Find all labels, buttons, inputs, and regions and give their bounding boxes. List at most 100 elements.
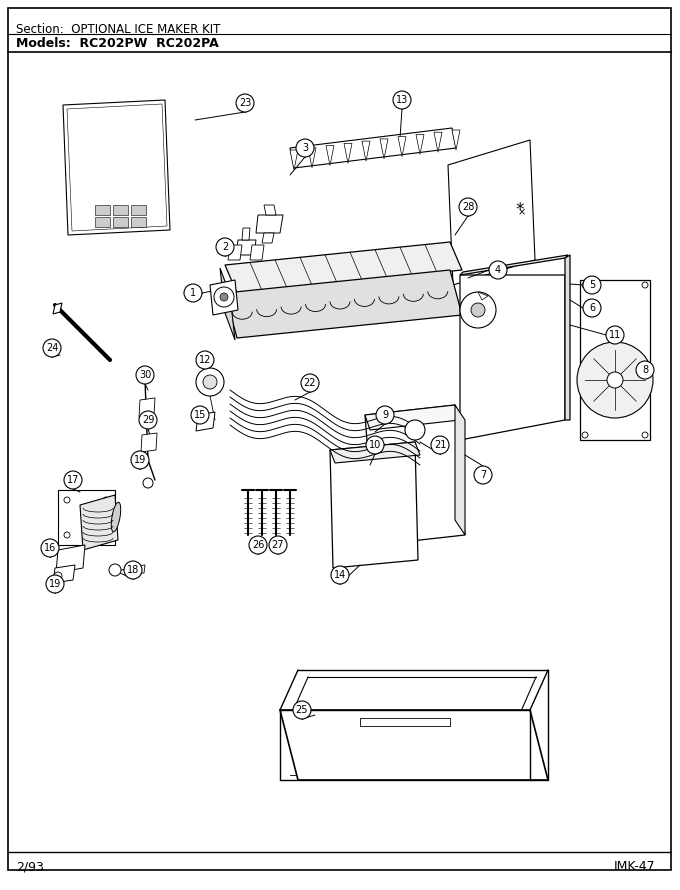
Polygon shape [326, 146, 334, 166]
Text: 1: 1 [190, 288, 196, 298]
Polygon shape [53, 303, 62, 314]
Circle shape [124, 561, 142, 579]
Polygon shape [280, 710, 548, 780]
Text: 11: 11 [609, 330, 621, 340]
Text: 25: 25 [296, 705, 308, 715]
Polygon shape [113, 217, 128, 227]
Text: 24: 24 [46, 343, 58, 353]
Circle shape [196, 368, 224, 396]
Circle shape [249, 536, 267, 554]
Text: 3: 3 [302, 143, 308, 153]
Polygon shape [250, 245, 264, 260]
Polygon shape [262, 233, 274, 243]
Polygon shape [220, 268, 235, 340]
Circle shape [471, 303, 485, 317]
Circle shape [582, 282, 588, 288]
Text: 2: 2 [222, 242, 228, 252]
Text: 4: 4 [495, 265, 501, 275]
Circle shape [331, 566, 349, 584]
Polygon shape [141, 433, 157, 452]
Circle shape [577, 342, 653, 418]
Circle shape [196, 351, 214, 369]
Polygon shape [131, 217, 146, 227]
Circle shape [191, 406, 209, 424]
Ellipse shape [112, 502, 121, 532]
Text: 17: 17 [67, 475, 79, 485]
Polygon shape [225, 242, 462, 293]
Polygon shape [290, 150, 298, 170]
Circle shape [216, 238, 234, 256]
Circle shape [64, 471, 82, 489]
Polygon shape [256, 215, 283, 233]
Circle shape [583, 299, 601, 317]
Circle shape [393, 91, 411, 109]
Polygon shape [380, 139, 388, 159]
Text: 2/93: 2/93 [16, 860, 44, 873]
Circle shape [642, 282, 648, 288]
Circle shape [203, 375, 217, 389]
Circle shape [489, 261, 507, 279]
Circle shape [474, 466, 492, 484]
Polygon shape [196, 412, 215, 431]
Circle shape [269, 536, 287, 554]
Text: 22: 22 [304, 378, 316, 388]
Polygon shape [228, 245, 242, 260]
Polygon shape [455, 405, 465, 535]
Circle shape [136, 366, 154, 384]
Polygon shape [113, 205, 128, 215]
Polygon shape [63, 100, 170, 235]
Circle shape [131, 451, 149, 469]
Polygon shape [80, 495, 118, 550]
Text: 12: 12 [199, 355, 211, 365]
Text: 5: 5 [589, 280, 595, 290]
FancyBboxPatch shape [8, 8, 671, 870]
Polygon shape [139, 398, 155, 417]
Circle shape [366, 436, 384, 454]
Polygon shape [365, 405, 465, 545]
Circle shape [139, 411, 157, 429]
Polygon shape [95, 217, 110, 227]
Polygon shape [344, 143, 352, 164]
Circle shape [46, 575, 64, 593]
Circle shape [607, 372, 623, 388]
Polygon shape [53, 565, 75, 583]
Text: 13: 13 [396, 95, 408, 105]
Text: Models:  RC202PW  RC202PA: Models: RC202PW RC202PA [16, 37, 219, 50]
Circle shape [583, 276, 601, 294]
Text: 18: 18 [127, 565, 139, 575]
Polygon shape [210, 280, 238, 315]
Polygon shape [330, 442, 420, 463]
Text: 27: 27 [272, 540, 284, 550]
Polygon shape [460, 275, 565, 440]
Text: 21: 21 [434, 440, 446, 450]
Text: 9: 9 [382, 410, 388, 420]
Polygon shape [330, 442, 418, 568]
Circle shape [296, 139, 314, 157]
Polygon shape [434, 133, 442, 152]
Circle shape [64, 497, 70, 503]
Polygon shape [365, 405, 460, 430]
Circle shape [103, 497, 109, 503]
Polygon shape [308, 148, 316, 168]
Text: 26: 26 [252, 540, 265, 550]
Circle shape [220, 293, 228, 301]
Circle shape [43, 339, 61, 357]
Circle shape [184, 284, 202, 302]
Circle shape [431, 436, 449, 454]
Polygon shape [290, 128, 456, 168]
Circle shape [606, 326, 624, 344]
Polygon shape [580, 280, 650, 440]
Polygon shape [360, 718, 450, 726]
Polygon shape [225, 270, 462, 338]
Text: 14: 14 [334, 570, 346, 580]
Text: 30: 30 [139, 370, 151, 380]
Polygon shape [131, 205, 146, 215]
Polygon shape [416, 134, 424, 155]
Circle shape [459, 198, 477, 216]
Text: 28: 28 [462, 202, 474, 212]
Circle shape [143, 478, 153, 488]
Text: 29: 29 [142, 415, 154, 425]
Circle shape [405, 420, 425, 440]
Polygon shape [452, 130, 460, 150]
Text: 8: 8 [642, 365, 648, 375]
